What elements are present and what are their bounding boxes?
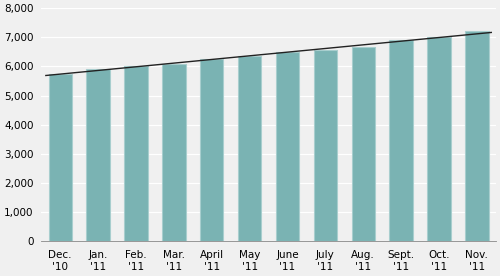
Bar	[162, 63, 186, 241]
Bar	[390, 40, 413, 241]
Bar	[200, 59, 224, 241]
Bar	[352, 47, 375, 241]
Bar	[238, 56, 262, 241]
Bar	[276, 52, 299, 241]
Bar	[314, 51, 337, 241]
Bar	[124, 67, 148, 241]
Bar	[428, 37, 451, 241]
Bar	[48, 74, 72, 241]
Bar	[465, 31, 488, 241]
Bar	[86, 69, 110, 241]
